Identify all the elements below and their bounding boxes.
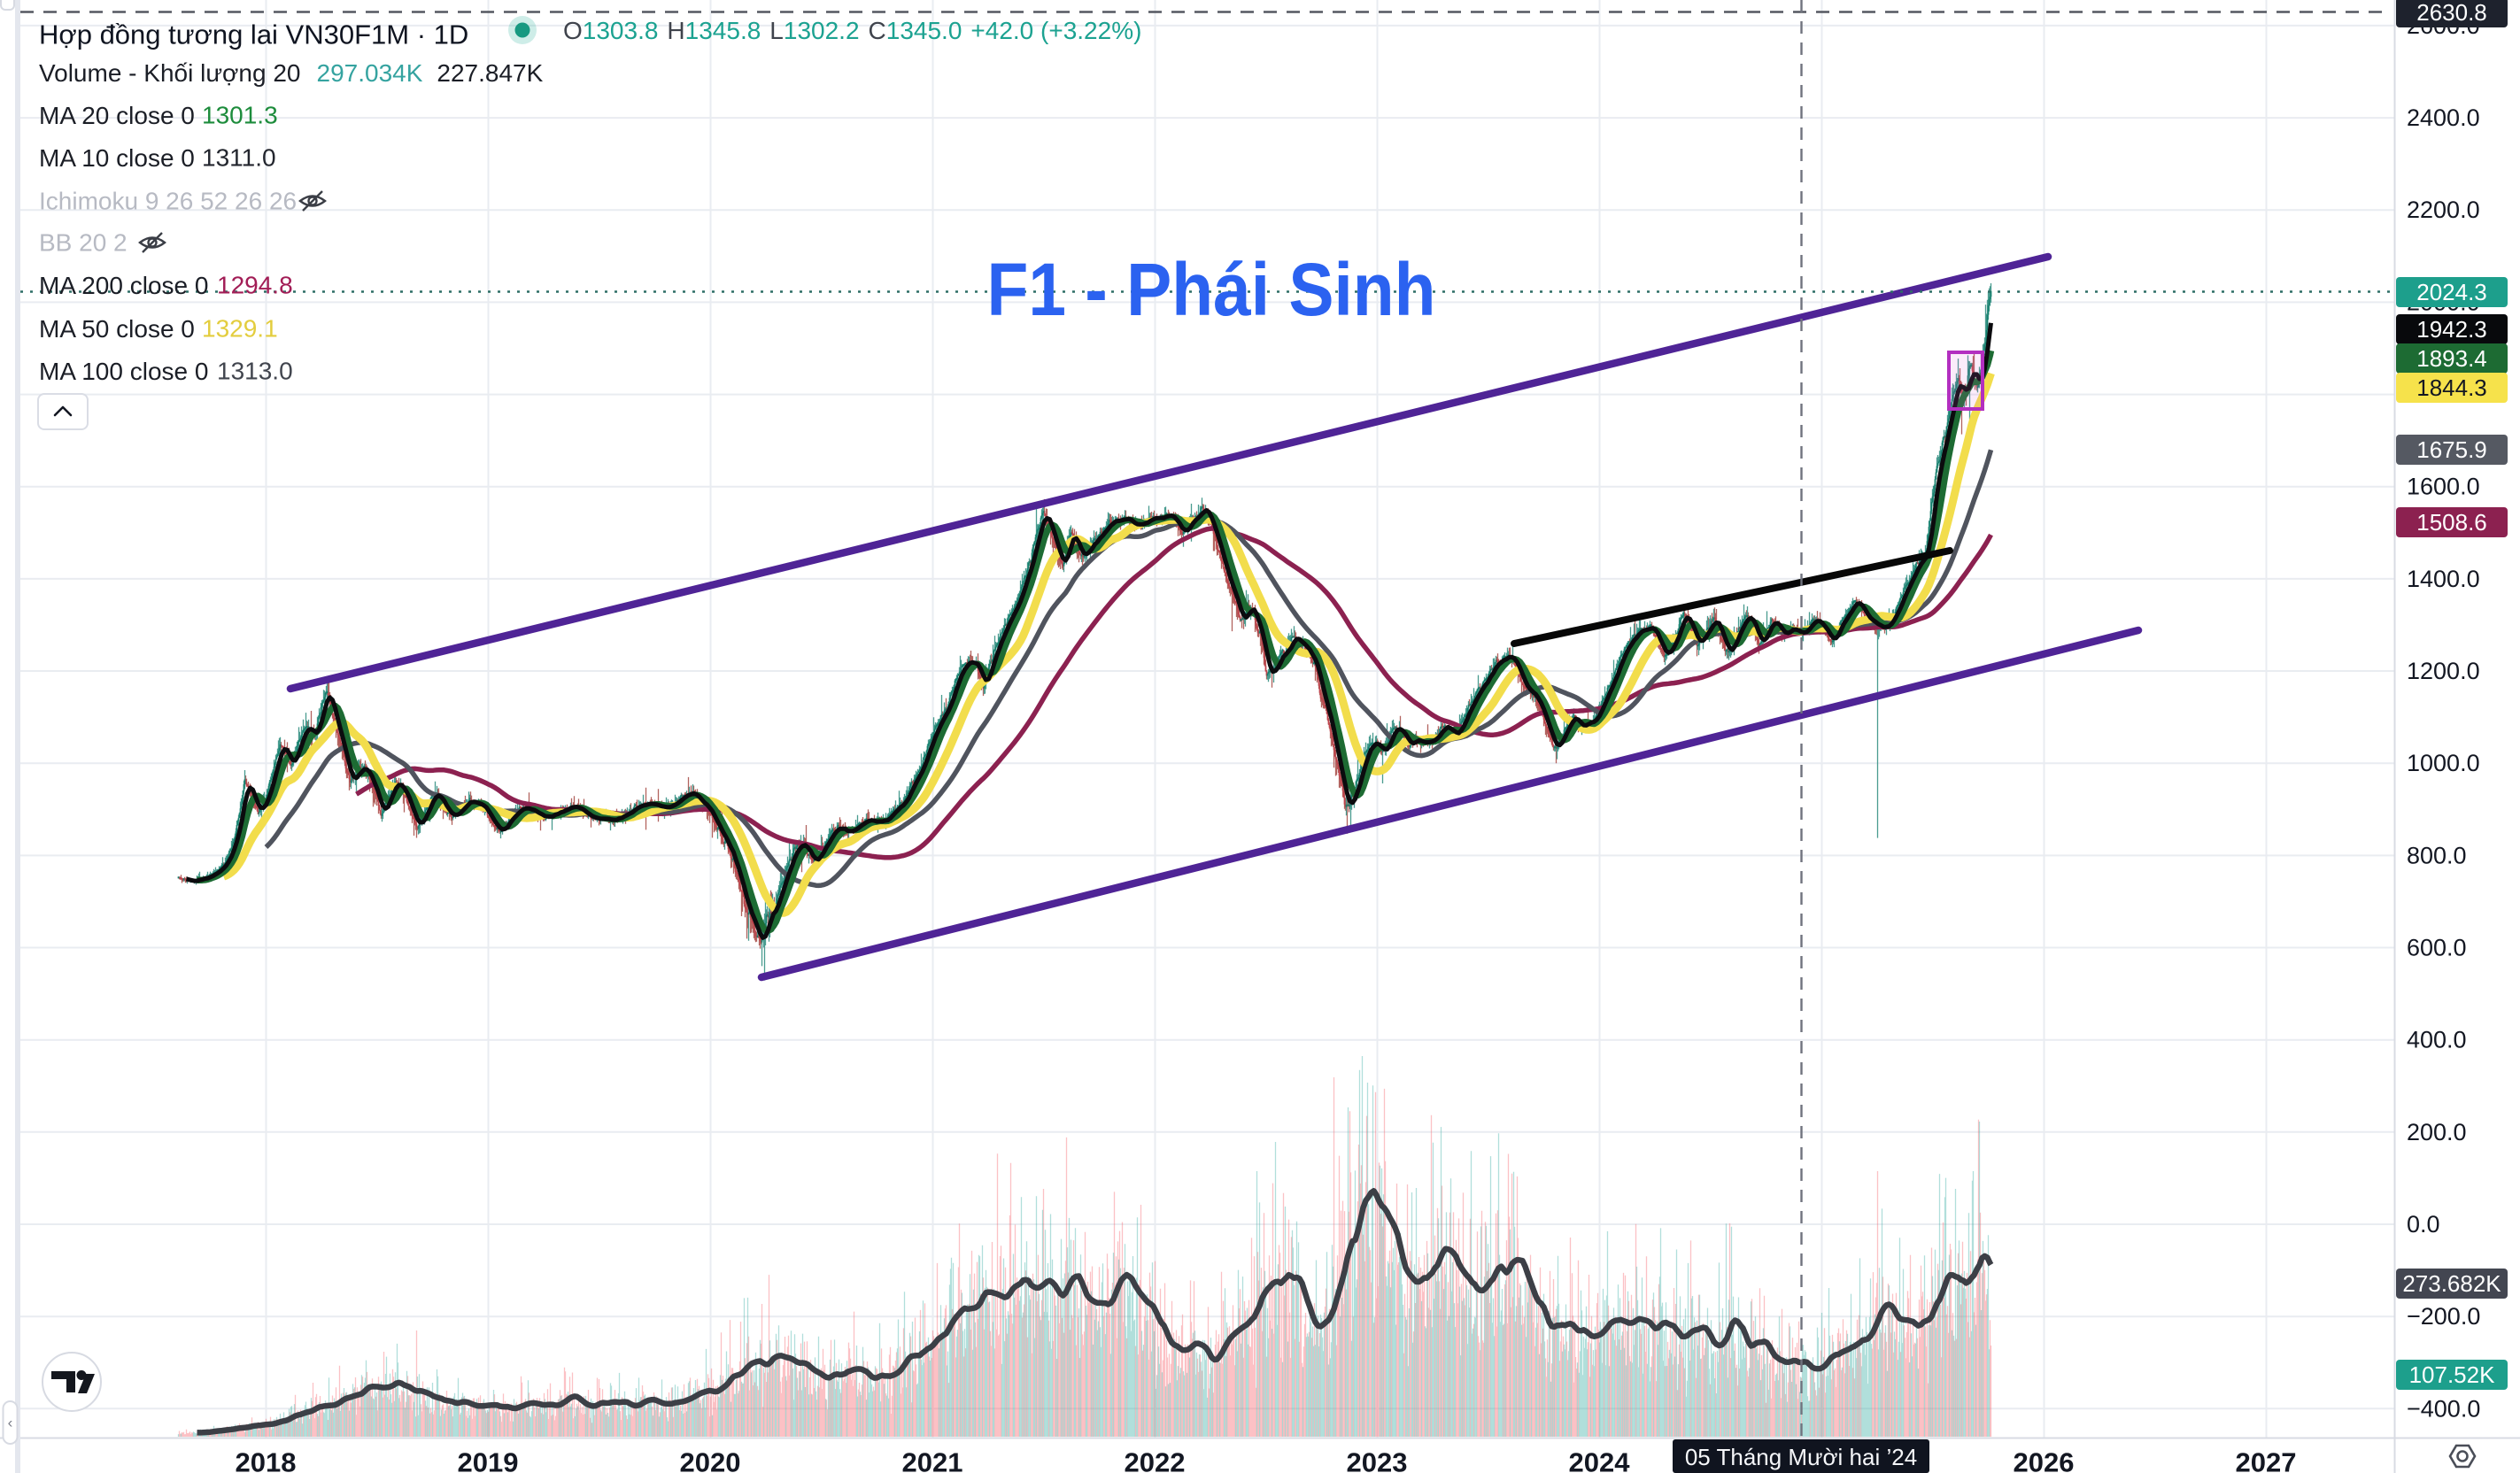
- svg-text:600.0: 600.0: [2407, 935, 2467, 961]
- svg-text:1000.0: 1000.0: [2407, 750, 2480, 776]
- svg-text:2630.8: 2630.8: [2416, 0, 2487, 26]
- svg-text:1294.8: 1294.8: [217, 272, 293, 299]
- svg-text:2200.0: 2200.0: [2407, 197, 2480, 223]
- svg-text:1942.3: 1942.3: [2416, 316, 2487, 343]
- svg-text:−400.0: −400.0: [2407, 1395, 2480, 1422]
- svg-text:F1 - Phái Sinh: F1 - Phái Sinh: [987, 248, 1436, 331]
- svg-text:1508.6: 1508.6: [2416, 509, 2487, 536]
- svg-text:1400.0: 1400.0: [2407, 566, 2480, 592]
- svg-text:BB 20 2: BB 20 2: [39, 229, 128, 257]
- svg-text:2023: 2023: [1347, 1447, 1408, 1473]
- svg-text:MA 20 close 0: MA 20 close 0: [39, 102, 195, 129]
- svg-text:273.682K: 273.682K: [2402, 1270, 2501, 1297]
- svg-text:Hợp đồng tương lai VN30F1M · 1: Hợp đồng tương lai VN30F1M · 1D: [39, 19, 468, 50]
- svg-text:1600.0: 1600.0: [2407, 474, 2480, 500]
- svg-text:2020: 2020: [680, 1447, 741, 1473]
- svg-text:MA 100 close 0: MA 100 close 0: [39, 358, 208, 385]
- svg-text:1313.0: 1313.0: [217, 358, 293, 385]
- svg-text:1200.0: 1200.0: [2407, 658, 2480, 684]
- svg-text:‹: ‹: [8, 1415, 13, 1431]
- svg-text:2027: 2027: [2236, 1447, 2297, 1473]
- svg-text:2024: 2024: [1569, 1447, 1631, 1473]
- svg-text:−200.0: −200.0: [2407, 1303, 2480, 1330]
- svg-text:1301.3: 1301.3: [202, 102, 278, 129]
- svg-text:1893.4: 1893.4: [2416, 345, 2487, 372]
- svg-text:1329.1: 1329.1: [202, 315, 278, 343]
- svg-text:MA 200 close 0: MA 200 close 0: [39, 272, 208, 299]
- svg-text:2024.3: 2024.3: [2416, 279, 2487, 305]
- svg-text:MA 50 close 0: MA 50 close 0: [39, 315, 195, 343]
- svg-text:800.0: 800.0: [2407, 842, 2467, 868]
- svg-text:1844.3: 1844.3: [2416, 374, 2487, 401]
- svg-text:400.0: 400.0: [2407, 1027, 2467, 1053]
- svg-text:0.0: 0.0: [2407, 1211, 2440, 1238]
- svg-text:2400.0: 2400.0: [2407, 104, 2480, 131]
- svg-text:107.52K: 107.52K: [2409, 1361, 2496, 1388]
- svg-text:2026: 2026: [2014, 1447, 2075, 1473]
- svg-text:05 Tháng Mười hai ’24: 05 Tháng Mười hai ’24: [1685, 1444, 1917, 1470]
- svg-text:1675.9: 1675.9: [2416, 436, 2487, 463]
- svg-text:Ichimoku 9 26 52 26 26: Ichimoku 9 26 52 26 26: [39, 188, 297, 215]
- svg-text:MA 10 close 0: MA 10 close 0: [39, 144, 195, 172]
- svg-text:2021: 2021: [902, 1447, 963, 1473]
- svg-text:2018: 2018: [236, 1447, 297, 1473]
- svg-text:2019: 2019: [458, 1447, 519, 1473]
- svg-text:1311.0: 1311.0: [202, 144, 276, 172]
- svg-text:200.0: 200.0: [2407, 1119, 2467, 1145]
- svg-text:2022: 2022: [1125, 1447, 1186, 1473]
